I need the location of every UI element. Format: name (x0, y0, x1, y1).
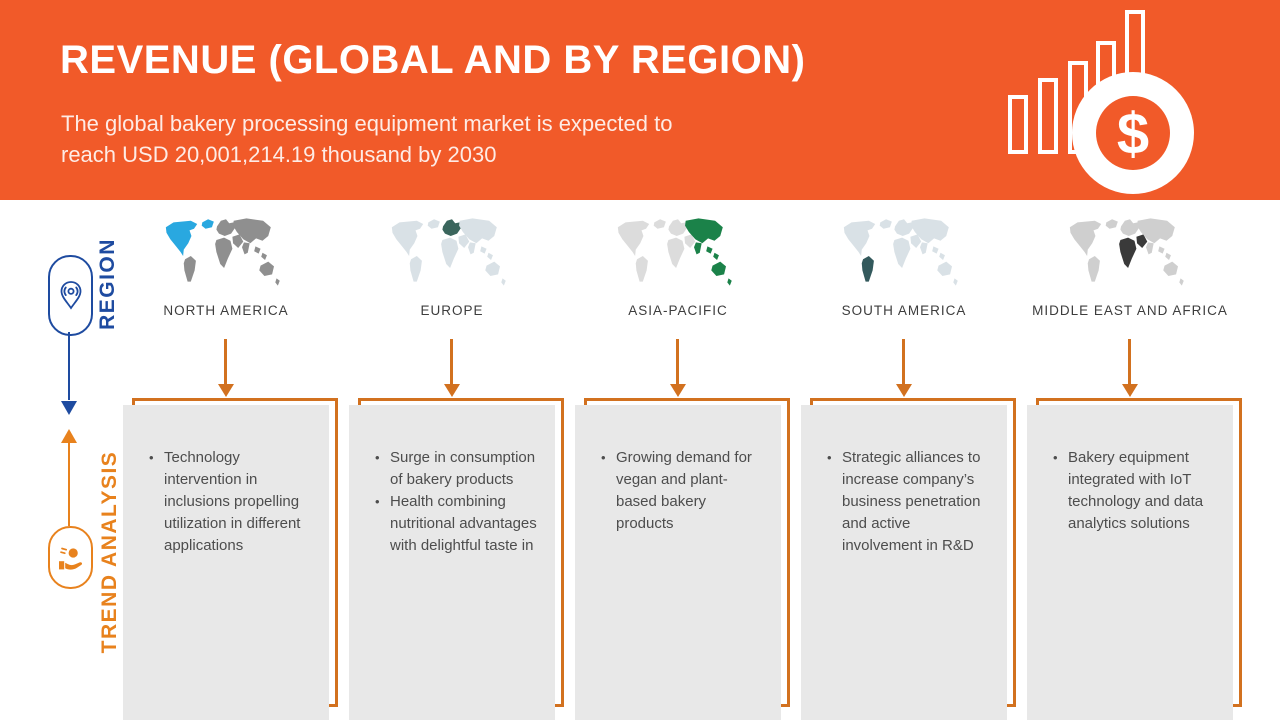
down-arrow-head-icon (896, 384, 912, 397)
trend-box: Bakery equipment integrated with IoT tec… (1027, 405, 1233, 720)
region-map-icon (840, 216, 968, 296)
region-column: NORTH AMERICA Technology intervention in… (123, 0, 338, 720)
trend-bullet: Technology intervention in inclusions pr… (147, 447, 315, 557)
trend-box: Surge in consumption of bakery productsH… (349, 405, 555, 720)
region-column: SOUTH AMERICA Strategic alliances to inc… (801, 0, 1016, 720)
trend-bullet-list: Technology intervention in inclusions pr… (123, 405, 329, 557)
trend-bullet-list: Strategic alliances to increase company’… (801, 405, 1007, 557)
trend-box: Growing demand for vegan and plant-based… (575, 405, 781, 720)
trend-bullet: Bakery equipment integrated with IoT tec… (1051, 447, 1219, 535)
region-column: EUROPE Surge in consumption of bakery pr… (349, 0, 564, 720)
region-map-icon (162, 216, 290, 296)
page-subtitle: The global bakery processing equipment m… (61, 108, 672, 170)
down-arrow-shaft (224, 339, 227, 384)
trend-flow-line (68, 443, 70, 526)
down-arrow-shaft (902, 339, 905, 384)
region-flow-line (68, 332, 70, 400)
hand-coin-icon (48, 526, 93, 589)
trend-flow-arrowhead-icon (61, 429, 77, 443)
down-arrow-head-icon (670, 384, 686, 397)
location-pin-icon (48, 255, 93, 336)
trend-bullet: Surge in consumption of bakery products (373, 447, 541, 491)
region-axis-label: REGION (96, 238, 119, 330)
region-map-icon (1066, 216, 1194, 296)
trend-bullet-list: Surge in consumption of bakery productsH… (349, 405, 555, 557)
region-map-icon (614, 216, 742, 296)
trend-bullet: Health combining nutritional advantages … (373, 491, 541, 557)
region-name: SOUTH AMERICA (841, 303, 967, 318)
header-banner: REVENUE (GLOBAL AND BY REGION) The globa… (0, 0, 1280, 200)
trend-bullet-list: Bakery equipment integrated with IoT tec… (1027, 405, 1233, 535)
trend-box: Technology intervention in inclusions pr… (123, 405, 329, 720)
down-arrow-shaft (1128, 339, 1131, 384)
trend-bullet: Strategic alliances to increase company’… (825, 447, 993, 557)
trend-bullet: Growing demand for vegan and plant-based… (599, 447, 767, 535)
region-flow-arrowhead-icon (61, 401, 77, 415)
page-subtitle-line-1: The global bakery processing equipment m… (61, 111, 673, 136)
trend-box: Strategic alliances to increase company’… (801, 405, 1007, 720)
region-column: ASIA-PACIFIC Growing demand for vegan an… (575, 0, 790, 720)
page-title: REVENUE (GLOBAL AND BY REGION) (60, 38, 806, 82)
region-name: ASIA-PACIFIC (628, 303, 728, 318)
trend-axis-label: TREND ANALYSIS (98, 450, 121, 654)
trend-bullet-list: Growing demand for vegan and plant-based… (575, 405, 781, 535)
dollar-glyph: $ (1117, 102, 1149, 167)
down-arrow-shaft (450, 339, 453, 384)
region-column: MIDDLE EAST AND AFRICA Bakery equipment … (1027, 0, 1242, 720)
down-arrow-head-icon (444, 384, 460, 397)
down-arrow-shaft (676, 339, 679, 384)
region-name: MIDDLE EAST AND AFRICA (1032, 303, 1228, 318)
region-name: NORTH AMERICA (163, 303, 289, 318)
region-map-icon (388, 216, 516, 296)
region-name: EUROPE (420, 303, 484, 318)
down-arrow-head-icon (1122, 384, 1138, 397)
page-subtitle-line-2: reach USD 20,001,214.19 thousand by 2030 (61, 142, 497, 167)
bar-chart-dollar-icon: $ (1008, 10, 1194, 194)
down-arrow-head-icon (218, 384, 234, 397)
